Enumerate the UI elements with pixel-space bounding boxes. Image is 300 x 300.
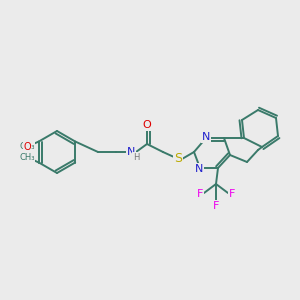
Text: H: H — [133, 152, 139, 161]
Text: CH₃: CH₃ — [19, 153, 34, 162]
Text: F: F — [197, 189, 203, 199]
Text: N: N — [127, 147, 135, 157]
Text: N: N — [202, 132, 210, 142]
Text: N: N — [195, 164, 203, 174]
Text: CH₃: CH₃ — [19, 142, 34, 151]
Text: O: O — [23, 152, 31, 161]
Text: F: F — [229, 189, 235, 199]
Text: S: S — [174, 152, 182, 166]
Text: O: O — [23, 142, 31, 152]
Text: F: F — [213, 201, 219, 211]
Text: O: O — [142, 120, 152, 130]
